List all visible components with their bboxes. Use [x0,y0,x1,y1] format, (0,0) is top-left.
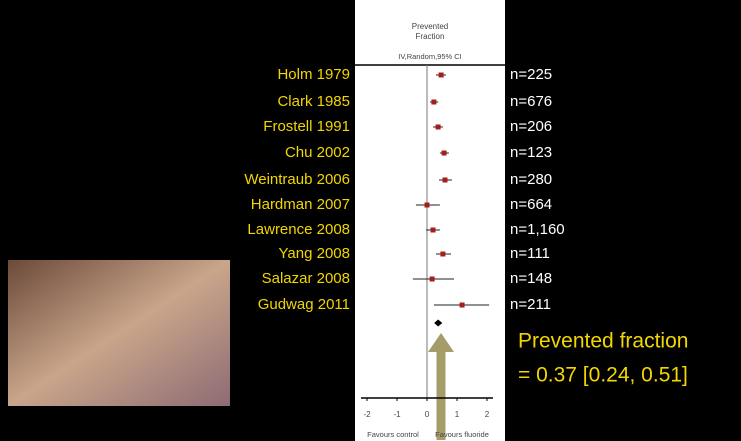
study-n: n=676 [510,93,552,110]
study-name: Yang 2008 [279,245,350,262]
point-estimate [441,150,447,156]
study-name: Weintraub 2006 [244,171,350,188]
right-label: Favours fluoride [435,430,489,439]
study-name: Gudwag 2011 [258,296,350,313]
study-n: n=211 [510,296,551,313]
study-name: Chu 2002 [285,144,350,161]
study-n: n=280 [510,171,552,188]
study-name: Lawrence 2008 [247,221,350,238]
point-estimate [440,251,446,257]
study-n: n=111 [510,245,550,262]
study-name: Salazar 2008 [262,270,350,287]
study-name: Frostell 1991 [263,118,350,135]
point-estimate [424,202,430,208]
x-tick-label: -1 [393,410,401,419]
point-estimate [438,72,444,78]
study-n: n=148 [510,270,552,287]
point-estimate [459,302,465,308]
x-tick-label: 1 [455,410,460,419]
header-line1: Prevented Fraction [412,22,448,41]
point-estimate [435,124,441,130]
x-tick-label: 0 [425,410,430,419]
study-n: n=225 [510,66,552,83]
study-n: n=664 [510,196,552,213]
study-n: n=1,160 [510,221,565,238]
photo [8,260,230,406]
point-estimate [442,177,448,183]
point-estimate [429,276,435,282]
study-n: n=123 [510,144,552,161]
arrow-head [428,333,454,352]
x-tick-label: 2 [485,410,490,419]
summary-value: = 0.37 [0.24, 0.51] [518,364,688,387]
plot-panel [355,0,505,441]
point-estimate [431,99,437,105]
x-tick-label: -2 [363,410,371,419]
left-label: Favours control [367,430,419,439]
pooled-diamond [434,319,443,327]
subheader: IV,Random,95% CI [398,52,462,61]
summary-title: Prevented fraction [518,330,688,353]
point-estimate [430,227,436,233]
study-name: Holm 1979 [277,66,350,83]
study-name: Clark 1985 [277,93,350,110]
study-name: Hardman 2007 [251,196,350,213]
study-n: n=206 [510,118,552,135]
